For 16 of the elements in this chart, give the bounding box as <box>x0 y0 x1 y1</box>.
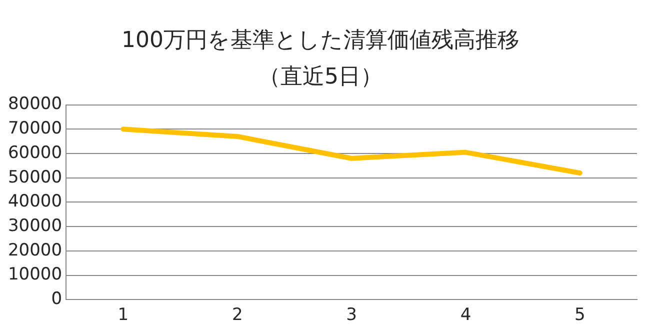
y-tick-label: 30000 <box>8 216 62 236</box>
x-tick-label: 2 <box>232 305 243 326</box>
x-tick-label: 4 <box>460 305 472 326</box>
x-tick-label: 5 <box>574 305 586 326</box>
y-tick-label: 50000 <box>8 167 62 188</box>
y-tick-label: 70000 <box>8 118 62 139</box>
y-tick-label: 10000 <box>8 264 62 285</box>
y-tick-label: 20000 <box>8 240 62 260</box>
x-tick-label: 3 <box>346 305 357 326</box>
x-tick-label: 1 <box>118 305 129 326</box>
y-tick-label: 60000 <box>8 142 62 163</box>
y-tick-label: 0 <box>51 289 62 310</box>
chart-title: 100万円を基準とした清算価値残高推移 <box>122 28 520 53</box>
y-tick-label: 80000 <box>8 94 62 114</box>
chart-subtitle: （直近5日） <box>258 64 382 90</box>
y-tick-label: 40000 <box>8 192 62 212</box>
